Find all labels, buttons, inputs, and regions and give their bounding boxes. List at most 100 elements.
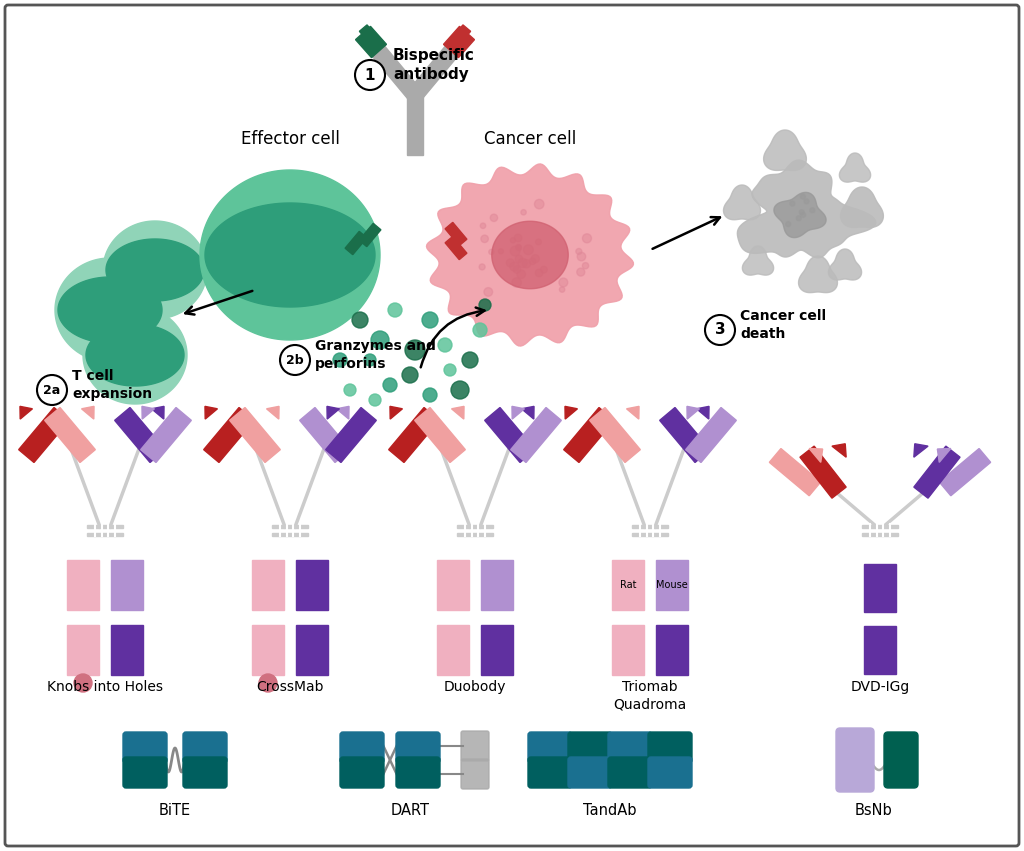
Polygon shape bbox=[337, 406, 349, 419]
Polygon shape bbox=[106, 239, 204, 301]
Circle shape bbox=[514, 234, 522, 242]
Circle shape bbox=[490, 214, 498, 221]
Circle shape bbox=[352, 312, 368, 328]
Text: Knobs into Holes: Knobs into Holes bbox=[47, 680, 163, 694]
FancyBboxPatch shape bbox=[836, 728, 874, 792]
Circle shape bbox=[481, 235, 488, 243]
FancyBboxPatch shape bbox=[396, 732, 440, 763]
Polygon shape bbox=[452, 25, 471, 45]
Text: BsNb: BsNb bbox=[854, 803, 892, 818]
Polygon shape bbox=[481, 625, 513, 675]
Text: Cancer cell: Cancer cell bbox=[484, 130, 577, 148]
Polygon shape bbox=[437, 560, 469, 610]
Text: Duobody: Duobody bbox=[443, 680, 506, 694]
Polygon shape bbox=[864, 564, 896, 612]
Bar bbox=[862, 525, 898, 528]
Circle shape bbox=[536, 239, 542, 245]
Circle shape bbox=[512, 277, 521, 288]
Circle shape bbox=[499, 248, 504, 254]
Polygon shape bbox=[389, 408, 439, 462]
Polygon shape bbox=[686, 408, 736, 462]
Polygon shape bbox=[521, 406, 535, 419]
Circle shape bbox=[800, 209, 804, 214]
FancyBboxPatch shape bbox=[340, 757, 384, 788]
Circle shape bbox=[516, 244, 521, 249]
Polygon shape bbox=[913, 443, 928, 457]
Polygon shape bbox=[445, 237, 467, 260]
Polygon shape bbox=[58, 277, 162, 343]
FancyBboxPatch shape bbox=[884, 732, 918, 788]
Circle shape bbox=[518, 258, 527, 267]
Circle shape bbox=[801, 213, 806, 217]
Polygon shape bbox=[828, 249, 861, 280]
Text: Granzymes and
perforins: Granzymes and perforins bbox=[315, 340, 436, 371]
Polygon shape bbox=[115, 408, 165, 462]
Polygon shape bbox=[437, 625, 469, 675]
FancyBboxPatch shape bbox=[568, 757, 612, 788]
Circle shape bbox=[559, 287, 565, 292]
Circle shape bbox=[578, 252, 586, 261]
Circle shape bbox=[535, 199, 544, 208]
Polygon shape bbox=[355, 26, 386, 58]
Polygon shape bbox=[484, 408, 536, 462]
Text: Cancer cell
death: Cancer cell death bbox=[740, 310, 826, 340]
Circle shape bbox=[344, 384, 356, 396]
Circle shape bbox=[37, 375, 67, 405]
Polygon shape bbox=[204, 408, 254, 462]
FancyBboxPatch shape bbox=[608, 732, 652, 763]
Text: T cell
expansion: T cell expansion bbox=[72, 369, 153, 401]
Polygon shape bbox=[840, 153, 870, 182]
Circle shape bbox=[451, 381, 469, 399]
FancyBboxPatch shape bbox=[461, 759, 489, 789]
Circle shape bbox=[484, 288, 493, 296]
Polygon shape bbox=[481, 560, 513, 610]
FancyArrowPatch shape bbox=[421, 307, 484, 368]
Polygon shape bbox=[252, 560, 284, 610]
FancyBboxPatch shape bbox=[461, 731, 489, 761]
Polygon shape bbox=[799, 256, 838, 293]
Text: Triomab
Quadroma: Triomab Quadroma bbox=[613, 680, 687, 711]
Circle shape bbox=[541, 266, 547, 273]
Circle shape bbox=[510, 262, 519, 271]
Polygon shape bbox=[111, 560, 143, 610]
Circle shape bbox=[280, 345, 310, 375]
FancyArrowPatch shape bbox=[652, 217, 720, 248]
Circle shape bbox=[444, 364, 456, 376]
Polygon shape bbox=[427, 164, 634, 346]
Circle shape bbox=[402, 367, 418, 383]
FancyBboxPatch shape bbox=[183, 757, 227, 788]
Polygon shape bbox=[45, 408, 95, 462]
Polygon shape bbox=[687, 406, 699, 419]
Polygon shape bbox=[359, 25, 379, 45]
Polygon shape bbox=[512, 406, 524, 419]
Polygon shape bbox=[724, 185, 761, 220]
Polygon shape bbox=[627, 406, 639, 419]
Circle shape bbox=[364, 354, 376, 366]
Polygon shape bbox=[937, 448, 951, 462]
Polygon shape bbox=[774, 192, 826, 237]
Circle shape bbox=[801, 194, 805, 199]
Circle shape bbox=[355, 60, 385, 90]
Text: DART: DART bbox=[390, 803, 429, 818]
Circle shape bbox=[513, 266, 521, 273]
Text: 2a: 2a bbox=[43, 384, 60, 397]
FancyBboxPatch shape bbox=[396, 757, 440, 788]
Circle shape bbox=[438, 338, 452, 352]
Circle shape bbox=[529, 258, 536, 265]
Circle shape bbox=[510, 237, 516, 243]
Bar bbox=[272, 533, 308, 536]
Polygon shape bbox=[407, 95, 423, 155]
FancyBboxPatch shape bbox=[5, 5, 1019, 846]
Circle shape bbox=[480, 223, 485, 229]
Polygon shape bbox=[590, 408, 640, 462]
Polygon shape bbox=[83, 306, 187, 404]
Circle shape bbox=[506, 259, 514, 267]
Bar bbox=[632, 525, 668, 528]
Polygon shape bbox=[140, 408, 191, 462]
Circle shape bbox=[406, 340, 425, 360]
Polygon shape bbox=[656, 625, 688, 675]
FancyArrowPatch shape bbox=[185, 291, 252, 315]
Circle shape bbox=[371, 331, 389, 349]
Bar bbox=[87, 525, 123, 528]
Circle shape bbox=[517, 270, 525, 278]
